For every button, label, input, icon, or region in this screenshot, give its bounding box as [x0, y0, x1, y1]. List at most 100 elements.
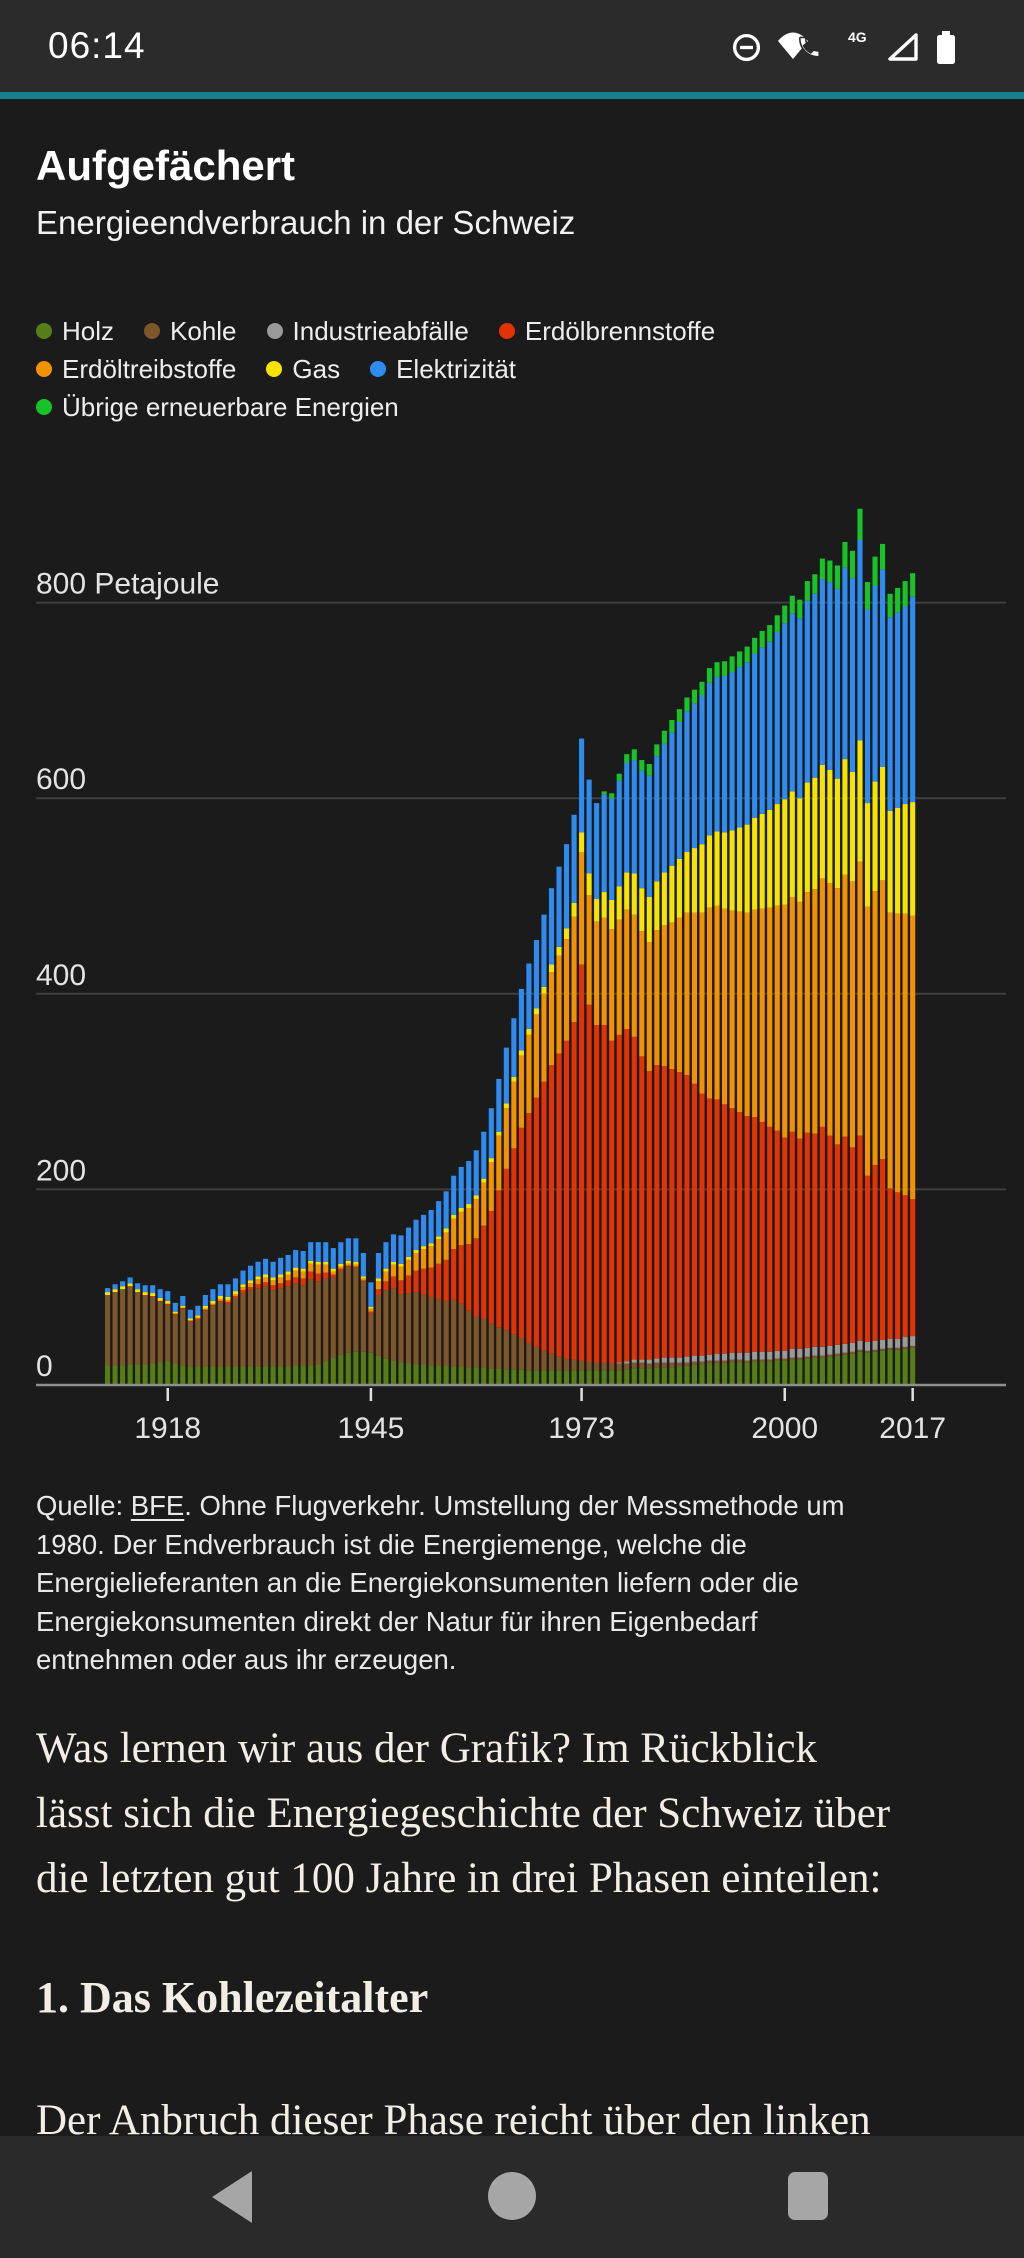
bar-segment	[240, 1284, 246, 1288]
bar-segment	[315, 1242, 321, 1262]
bar-segment	[774, 1360, 780, 1385]
bar-segment	[857, 508, 863, 541]
bar-segment	[646, 1071, 652, 1360]
bar-segment	[255, 1261, 261, 1277]
bar-segment	[857, 861, 863, 1136]
bar-segment	[300, 1251, 306, 1269]
bar-segment	[345, 1263, 351, 1266]
bar-segment	[360, 1351, 366, 1385]
bar-segment	[767, 907, 773, 1127]
bar-segment	[812, 1355, 818, 1358]
bar-segment	[804, 892, 810, 1133]
bar-segment	[827, 1135, 833, 1346]
bar-segment	[210, 1305, 216, 1367]
bar-segment	[466, 1310, 472, 1368]
bar-segment	[428, 1365, 434, 1385]
bar-segment	[338, 1270, 344, 1355]
bar-segment	[616, 1034, 622, 1363]
bar-segment	[797, 599, 803, 619]
bar-segment	[172, 1311, 178, 1314]
bar-segment	[759, 1359, 765, 1362]
bar-segment	[165, 1303, 171, 1305]
bar-segment	[834, 1353, 840, 1356]
legend-color-dot	[36, 399, 52, 415]
network-4g-label: 4G	[848, 29, 867, 45]
bar-segment	[819, 1357, 825, 1385]
bar-segment	[782, 1360, 788, 1385]
bar-segment	[195, 1319, 201, 1367]
legend-color-dot	[370, 361, 387, 377]
bar-segment	[300, 1365, 306, 1385]
bar-segment	[293, 1277, 299, 1284]
bar-segment	[405, 1363, 412, 1385]
bar-segment	[722, 661, 728, 676]
bar-segment	[722, 832, 728, 909]
bar-segment	[759, 630, 765, 648]
home-button[interactable]	[488, 2172, 536, 2220]
bar-segment	[263, 1258, 269, 1275]
bar-segment	[217, 1298, 223, 1301]
bar-segment	[142, 1364, 148, 1385]
recents-button[interactable]	[788, 2172, 828, 2220]
bar-segment	[616, 886, 622, 920]
bar-segment	[571, 916, 577, 1023]
bar-segment	[375, 1295, 381, 1356]
bar-segment	[526, 1342, 532, 1371]
bar-segment	[654, 744, 660, 757]
bar-segment	[669, 1357, 675, 1363]
bar-segment	[360, 1276, 366, 1279]
bar-segment	[127, 1283, 133, 1287]
bar-segment	[518, 1338, 524, 1370]
bar-segment	[150, 1285, 156, 1294]
bar-segment	[872, 585, 878, 782]
bar-segment	[579, 851, 585, 965]
bar-segment	[676, 1357, 682, 1363]
bar-segment	[699, 1364, 705, 1385]
bar-segment	[624, 754, 630, 763]
bar-segment	[616, 919, 622, 1035]
bar-segment	[548, 888, 555, 965]
bar-segment	[563, 939, 570, 1041]
bar-segment	[368, 1352, 374, 1385]
bar-segment	[488, 1368, 494, 1385]
bar-segment	[594, 1362, 600, 1371]
bar-segment	[714, 1099, 720, 1354]
x-axis-tick-label: 2000	[751, 1412, 818, 1445]
bar-segment	[782, 1137, 788, 1351]
bar-segment	[887, 593, 893, 618]
wifi-calling-icon	[777, 31, 823, 63]
bar-segment	[473, 1367, 479, 1385]
bar-segment	[278, 1274, 284, 1278]
bar-segment	[225, 1301, 231, 1304]
bar-segment	[834, 1144, 840, 1345]
bar-segment	[405, 1256, 412, 1260]
bar-segment	[217, 1284, 223, 1297]
source-link-bfe[interactable]: BFE	[130, 1490, 185, 1521]
bar-segment	[722, 1360, 728, 1364]
bar-segment	[405, 1275, 412, 1294]
bar-segment	[872, 556, 878, 586]
bar-segment	[368, 1308, 374, 1312]
bar-segment	[345, 1352, 351, 1385]
bar-segment	[202, 1366, 208, 1385]
legend-label: Holz	[62, 315, 115, 346]
bar-segment	[518, 1050, 524, 1056]
bar-segment	[112, 1284, 118, 1290]
page-subtitle: Energieendverbrauch in der Schweiz	[36, 204, 576, 241]
bar-segment	[255, 1288, 261, 1367]
bar-segment	[556, 866, 562, 947]
bar-segment	[812, 889, 818, 1134]
bar-segment	[323, 1272, 329, 1279]
bar-segment	[887, 617, 893, 811]
bar-segment	[127, 1286, 133, 1365]
bar-segment	[654, 756, 660, 882]
bar-segment	[654, 1358, 660, 1363]
bar-segment	[872, 1349, 878, 1352]
bar-segment	[255, 1276, 261, 1280]
bar-segment	[195, 1318, 201, 1320]
bar-segment	[827, 560, 833, 583]
bar-segment	[315, 1264, 321, 1274]
bar-segment	[556, 955, 562, 1054]
bar-segment	[210, 1289, 216, 1301]
back-button[interactable]	[212, 2171, 252, 2223]
